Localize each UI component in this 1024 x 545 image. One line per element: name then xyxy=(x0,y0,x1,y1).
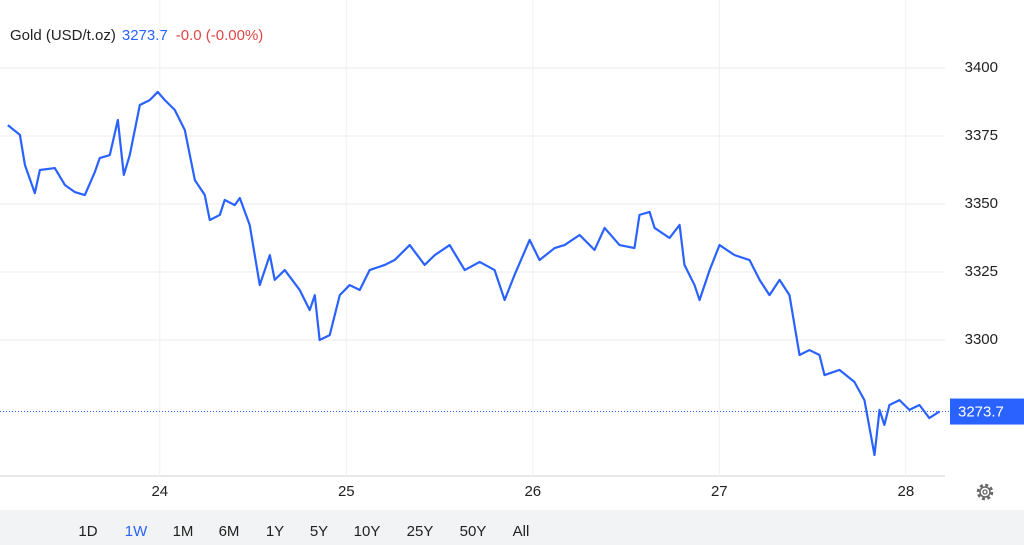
change: -0.0 (-0.00%) xyxy=(176,27,264,44)
y-tick-label: 3300 xyxy=(965,331,998,348)
range-button[interactable]: All xyxy=(513,523,530,540)
header: Gold (USD/t.oz) 3273.7 -0.0 (-0.00%) xyxy=(10,27,263,44)
y-tick-label: 3325 xyxy=(965,263,998,280)
range-button[interactable]: 1D xyxy=(78,523,97,540)
settings-icon[interactable] xyxy=(976,483,994,501)
range-button[interactable]: 1W xyxy=(125,523,148,540)
last-price: 3273.7 xyxy=(122,27,168,44)
range-button[interactable]: 5Y xyxy=(310,523,328,540)
range-button[interactable]: 1Y xyxy=(266,523,284,540)
y-tick-label: 3375 xyxy=(965,127,998,144)
x-tick-label: 27 xyxy=(711,483,728,500)
y-tick-label: 3400 xyxy=(965,59,998,76)
last-price-tag-label: 3273.7 xyxy=(958,404,1004,421)
range-button[interactable]: 50Y xyxy=(460,523,487,540)
last-price-tag xyxy=(950,398,1024,425)
x-tick-label: 28 xyxy=(897,483,914,500)
y-tick-label: 3350 xyxy=(965,195,998,212)
range-button[interactable]: 6M xyxy=(219,523,240,540)
x-tick-label: 25 xyxy=(338,483,355,500)
range-button[interactable]: 10Y xyxy=(354,523,381,540)
range-button[interactable]: 1M xyxy=(173,523,194,540)
x-tick-label: 26 xyxy=(524,483,541,500)
price-line xyxy=(7,90,941,457)
range-button[interactable]: 25Y xyxy=(407,523,434,540)
range-bar xyxy=(0,510,1024,545)
instrument: Gold (USD/t.oz) xyxy=(10,27,116,44)
x-tick-label: 24 xyxy=(151,483,168,500)
